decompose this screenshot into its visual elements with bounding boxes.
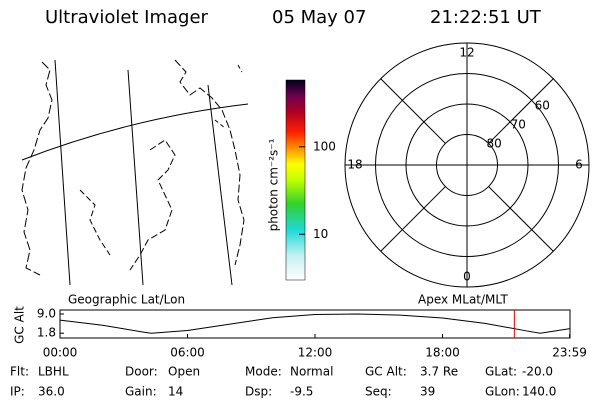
- field-label: Dsp:: [245, 385, 272, 399]
- longitude-line: [127, 69, 144, 286]
- field-label: GLat:: [485, 365, 517, 379]
- longitude-line: [207, 84, 233, 286]
- polar-diagonal: [380, 78, 446, 144]
- polar-label: Apex MLat/MLT: [418, 293, 508, 307]
- mlt-label: 18: [347, 158, 362, 172]
- altitude-label: GC Alt: [13, 306, 27, 344]
- field-value: 36.0: [38, 385, 65, 399]
- field-label: Seq:: [365, 385, 392, 399]
- lat-label: 70: [511, 117, 526, 131]
- polar-diagonal: [488, 186, 554, 252]
- polar-plot: [344, 42, 590, 288]
- field-value: LBHL: [38, 365, 69, 379]
- field-label: Mode:: [245, 365, 282, 379]
- lat-label: 60: [535, 99, 550, 113]
- field-label: Door:: [125, 365, 158, 379]
- x-tick-label: 23:59: [552, 346, 587, 360]
- colorbar-tick-label: 100: [313, 139, 336, 153]
- x-tick-label: 06:00: [170, 346, 205, 360]
- coastline: [21, 61, 53, 276]
- field-value: 14: [168, 385, 183, 399]
- field-value: -9.5: [290, 385, 313, 399]
- field-label: Flt:: [10, 365, 29, 379]
- field-value: 140.0: [522, 385, 556, 399]
- coastline: [129, 139, 176, 271]
- y-tick-label: 9.0: [37, 307, 56, 321]
- coastline: [79, 189, 111, 256]
- title: Ultraviolet Imager: [45, 7, 209, 28]
- polar-diagonal: [380, 186, 446, 252]
- field-value: Open: [168, 365, 200, 379]
- coastline: [214, 64, 243, 129]
- x-tick-label: 00:00: [43, 346, 78, 360]
- field-value: Normal: [290, 365, 333, 379]
- date: 05 May 07: [272, 7, 366, 28]
- time: 21:22:51 UT: [430, 7, 542, 28]
- x-tick-label: 18:00: [425, 346, 460, 360]
- field-value: -20.0: [522, 365, 553, 379]
- x-tick-label: 12:00: [298, 346, 333, 360]
- mlt-label: 12: [459, 46, 474, 60]
- altitude-curve: [59, 313, 571, 334]
- lat-label: 80: [487, 136, 502, 150]
- field-value: 39: [420, 385, 435, 399]
- longitude-line: [54, 59, 71, 286]
- field-label: IP:: [10, 385, 25, 399]
- colorbar-tick-label: 10: [313, 227, 328, 241]
- latitude-line: [21, 103, 249, 161]
- map: [21, 59, 249, 286]
- colorbar: [285, 79, 306, 281]
- field-label: Gain:: [125, 385, 157, 399]
- field-label: GLon:: [485, 385, 520, 399]
- polar-diagonal: [488, 78, 554, 144]
- colorbar-label: photon cm⁻²s⁻¹: [267, 138, 281, 231]
- mlt-label: 0: [463, 270, 471, 284]
- field-label: GC Alt:: [365, 365, 407, 379]
- field-value: 3.7 Re: [420, 365, 458, 379]
- map-label: Geographic Lat/Lon: [68, 293, 185, 307]
- mlt-label: 6: [575, 158, 583, 172]
- y-tick-label: 1.8: [37, 326, 56, 340]
